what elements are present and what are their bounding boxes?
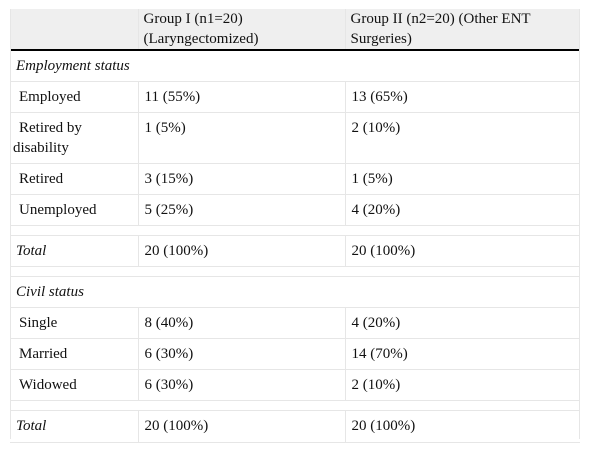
row-label-line1: Retired by	[19, 119, 82, 136]
table-row: Employed 11 (55%) 13 (65%)	[10, 81, 580, 113]
spacer-row	[10, 225, 580, 236]
group-2-value: 14 (70%)	[345, 338, 580, 370]
group-2-value: 13 (65%)	[345, 81, 580, 113]
group-2-value: 1 (5%)	[345, 163, 580, 195]
section-row-employment: Employment status	[10, 50, 580, 82]
table-row: Widowed 6 (30%) 2 (10%)	[10, 369, 580, 401]
group-2-value: 4 (20%)	[345, 194, 580, 226]
group-1-value: 1 (5%)	[138, 112, 346, 164]
total-label: Total	[10, 235, 139, 267]
row-label-line2: disability	[13, 139, 69, 156]
table-row: Single 8 (40%) 4 (20%)	[10, 307, 580, 339]
header-group-2-line2: Surgeries)	[350, 31, 412, 47]
total-row-employment: Total 20 (100%) 20 (100%)	[10, 235, 580, 267]
header-group-2-line1: Group II (n2=20) (Other ENT	[350, 11, 531, 27]
total-group-2-value: 20 (100%)	[345, 410, 580, 443]
header-group-1: Group I (n1=20) (Laryngectomized)	[138, 9, 346, 51]
table-row: Unemployed 5 (25%) 4 (20%)	[10, 194, 580, 226]
section-title-civil: Civil status	[10, 276, 580, 308]
total-row-civil: Total 20 (100%) 20 (100%)	[10, 410, 580, 443]
section-title-employment: Employment status	[10, 50, 580, 82]
header-group-1-line1: Group I (n1=20)	[143, 11, 243, 27]
row-label: Widowed	[10, 369, 139, 401]
group-2-value: 2 (10%)	[345, 112, 580, 164]
group-1-value: 11 (55%)	[138, 81, 346, 113]
total-label: Total	[10, 410, 139, 443]
section-row-civil: Civil status	[10, 276, 580, 308]
header-group-2: Group II (n2=20) (Other ENT Surgeries)	[345, 9, 580, 51]
group-2-value: 2 (10%)	[345, 369, 580, 401]
group-1-value: 3 (15%)	[138, 163, 346, 195]
group-2-value: 4 (20%)	[345, 307, 580, 339]
row-label: Married	[10, 338, 139, 370]
row-label: Unemployed	[10, 194, 139, 226]
total-group-1-value: 20 (100%)	[138, 410, 346, 443]
total-group-2-value: 20 (100%)	[345, 235, 580, 267]
group-1-value: 5 (25%)	[138, 194, 346, 226]
row-label: Retired by disability	[10, 112, 139, 164]
spacer-cell	[10, 400, 580, 411]
spacer-row	[10, 266, 580, 277]
total-group-1-value: 20 (100%)	[138, 235, 346, 267]
row-label: Single	[10, 307, 139, 339]
header-empty-cell	[10, 9, 139, 51]
group-1-value: 6 (30%)	[138, 338, 346, 370]
spacer-cell	[10, 225, 580, 236]
row-label: Retired	[10, 163, 139, 195]
table-row: Retired by disability 1 (5%) 2 (10%)	[10, 112, 580, 164]
group-1-value: 6 (30%)	[138, 369, 346, 401]
spacer-row	[10, 400, 580, 411]
table-row: Retired 3 (15%) 1 (5%)	[10, 163, 580, 195]
header-row: Group I (n1=20) (Laryngectomized) Group …	[10, 9, 580, 51]
header-group-1-line2: (Laryngectomized)	[143, 31, 259, 47]
row-label: Employed	[10, 81, 139, 113]
spacer-cell	[10, 266, 580, 277]
data-table: Group I (n1=20) (Laryngectomized) Group …	[10, 9, 580, 443]
table-row: Married 6 (30%) 14 (70%)	[10, 338, 580, 370]
group-1-value: 8 (40%)	[138, 307, 346, 339]
